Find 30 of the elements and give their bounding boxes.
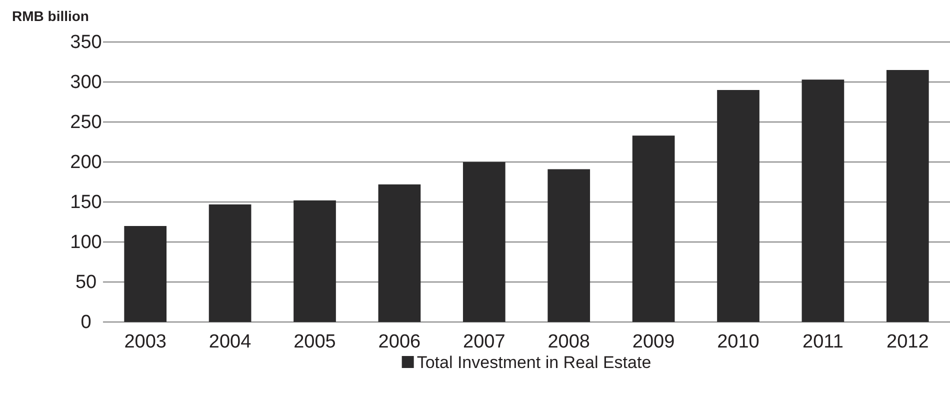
x-tick-label: 2011	[802, 331, 844, 352]
x-tick-label: 2007	[463, 331, 506, 352]
bar	[124, 226, 167, 322]
y-tick-label: 250	[70, 112, 102, 134]
bar	[378, 184, 421, 322]
bar	[632, 136, 675, 322]
x-tick-label: 2008	[548, 331, 590, 352]
x-tick-label: 2010	[717, 331, 760, 352]
x-tick-label: 2006	[378, 331, 421, 352]
bar	[462, 162, 506, 322]
bar	[208, 204, 252, 322]
x-tick-label: 2003	[124, 331, 166, 352]
x-tick-label: 2004	[208, 331, 252, 352]
x-tick-label: 2012	[886, 331, 929, 352]
bar	[802, 80, 844, 322]
bar	[886, 70, 929, 322]
y-tick-label: 200	[70, 152, 102, 174]
legend-label: Total Investment in Real Estate	[416, 353, 652, 372]
y-tick-label: 350	[70, 32, 102, 54]
x-tick-label: 2009	[632, 331, 675, 352]
y-tick-label: 100	[70, 232, 102, 254]
y-tick-label: 0	[80, 312, 92, 334]
bar	[717, 90, 760, 322]
x-tick-label: 2005	[294, 331, 336, 352]
y-tick-label: 300	[70, 72, 102, 94]
bar	[548, 169, 590, 322]
y-tick-label: 50	[75, 272, 97, 294]
y-tick-label: 150	[70, 192, 102, 214]
y-axis-title: RMB billion	[12, 8, 89, 24]
bar	[294, 200, 336, 322]
